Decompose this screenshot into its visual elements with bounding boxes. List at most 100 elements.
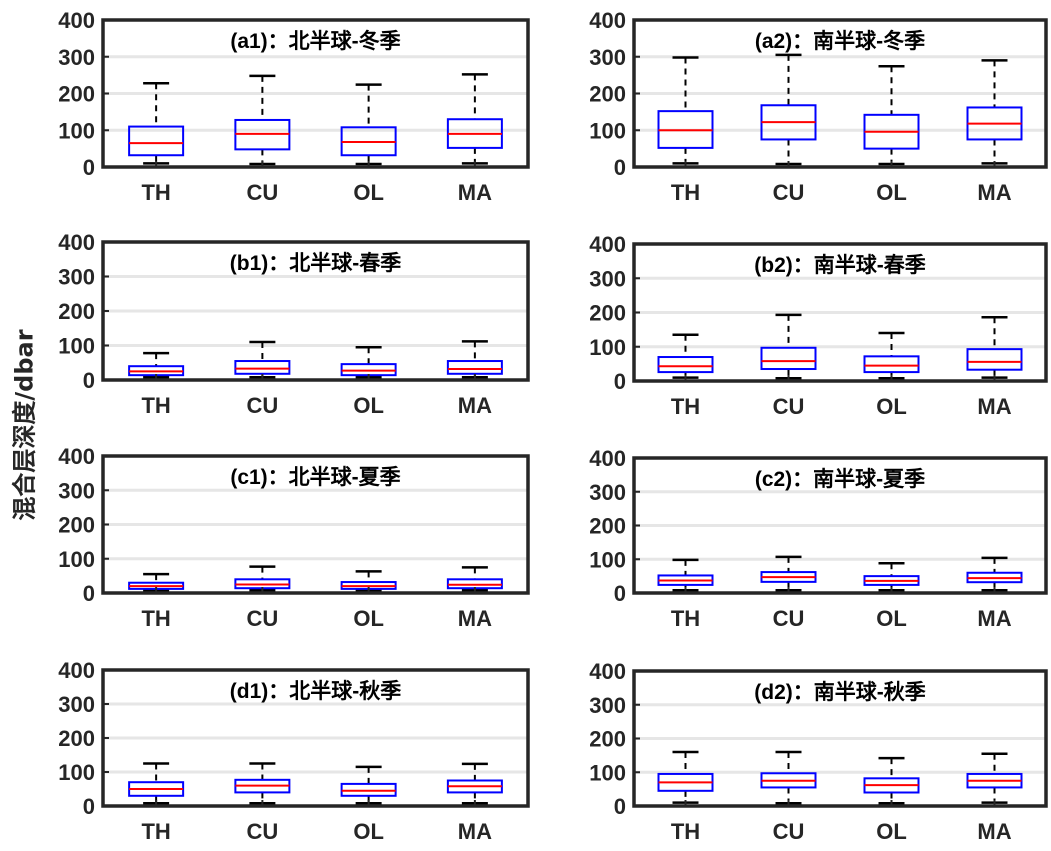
y-tick-label: 300 — [58, 265, 95, 290]
y-tick-label: 400 — [589, 446, 626, 471]
panel-title: (d1)：北半球-秋季 — [230, 679, 402, 703]
box-ma — [446, 340, 503, 379]
y-tick-label: 400 — [58, 230, 95, 255]
box-iqr — [657, 356, 714, 374]
y-tick-label: 400 — [589, 659, 626, 684]
box-th — [657, 558, 714, 592]
panel-title: (c1)：北半球-夏季 — [230, 465, 400, 489]
x-tick-label: OL — [876, 819, 907, 844]
y-tick-label: 0 — [83, 368, 95, 393]
x-tick-label: OL — [353, 819, 384, 844]
x-tick-label: OL — [353, 606, 384, 631]
x-tick-label: CU — [246, 819, 278, 844]
y-tick-label: 300 — [58, 478, 95, 503]
box-cu — [234, 74, 291, 166]
y-tick-label: 200 — [589, 82, 626, 107]
y-tick-label: 300 — [589, 266, 626, 291]
y-tick-label: 100 — [589, 547, 626, 572]
box-ol — [863, 331, 920, 380]
y-tick-label: 200 — [58, 513, 95, 538]
x-tick-label: MA — [977, 819, 1011, 844]
x-tick-label: TH — [141, 819, 170, 844]
box-ol — [863, 756, 920, 805]
box-cu — [760, 750, 817, 805]
panel-title: (b1)：北半球-春季 — [230, 251, 402, 275]
x-tick-label: OL — [353, 180, 384, 205]
box-ma — [446, 566, 503, 592]
panel-title: (b2)：南半球-春季 — [754, 253, 926, 277]
box-th — [657, 56, 714, 165]
x-tick-label: CU — [246, 606, 278, 631]
box-ol — [863, 562, 920, 592]
y-tick-label: 200 — [589, 727, 626, 752]
y-axis-label-container: 混合层深度/dbar — [2, 0, 42, 851]
box-iqr — [863, 355, 920, 374]
box-iqr — [446, 360, 503, 375]
x-tick-label: OL — [876, 394, 907, 419]
y-tick-label: 400 — [589, 8, 626, 33]
y-tick-label: 100 — [589, 760, 626, 785]
box-cu — [234, 565, 291, 592]
x-tick-label: TH — [141, 606, 170, 631]
panel-7: 0 100 200 300 400 TH CU OL MA (d1)：北半球-秋季 — [58, 658, 530, 844]
y-tick-label: 400 — [58, 444, 95, 469]
box-cu — [234, 762, 291, 805]
panel-title: (a2)：南半球-冬季 — [755, 29, 925, 53]
y-tick-label: 100 — [58, 760, 95, 785]
box-iqr — [760, 346, 817, 371]
y-tick-label: 0 — [614, 794, 626, 819]
y-tick-label: 200 — [589, 301, 626, 326]
x-tick-label: MA — [977, 394, 1011, 419]
box-ma — [966, 556, 1023, 592]
x-tick-label: TH — [671, 819, 700, 844]
y-tick-label: 100 — [58, 547, 95, 572]
y-tick-label: 100 — [589, 118, 626, 143]
x-tick-label: CU — [773, 819, 805, 844]
y-tick-label: 200 — [58, 299, 95, 324]
y-tick-label: 300 — [58, 45, 95, 70]
y-tick-label: 100 — [58, 118, 95, 143]
box-th — [657, 750, 714, 804]
y-tick-label: 200 — [58, 726, 95, 751]
x-tick-label: OL — [353, 393, 384, 418]
panel-4: 0 100 200 300 400 TH CU OL MA (b2)：南半球-春季 — [589, 232, 1048, 419]
box-ma — [966, 316, 1023, 379]
y-tick-label: 400 — [589, 232, 626, 257]
panel-6: 0 100 200 300 400 TH CU OL MA (c2)：南半球-夏季 — [589, 446, 1048, 631]
x-tick-label: TH — [141, 180, 170, 205]
x-tick-label: CU — [773, 394, 805, 419]
panel-3: 0 100 200 300 400 TH CU OL MA (b1)：北半球-春季 — [58, 230, 530, 418]
panel-title: (c2)：南半球-夏季 — [755, 467, 925, 491]
box-cu — [234, 340, 291, 379]
x-tick-label: TH — [671, 606, 700, 631]
y-tick-label: 200 — [58, 82, 95, 107]
y-tick-label: 300 — [58, 692, 95, 717]
box-ol — [340, 345, 397, 379]
x-tick-label: CU — [773, 606, 805, 631]
y-tick-label: 400 — [58, 658, 95, 683]
box-th — [128, 81, 185, 165]
box-iqr — [446, 578, 503, 590]
y-tick-label: 300 — [589, 480, 626, 505]
x-tick-label: CU — [773, 180, 805, 205]
x-tick-label: MA — [458, 393, 492, 418]
x-tick-label: TH — [671, 394, 700, 419]
box-cu — [760, 313, 817, 380]
x-tick-label: OL — [876, 606, 907, 631]
box-ma — [966, 59, 1023, 165]
box-cu — [760, 555, 817, 592]
box-iqr — [234, 360, 291, 375]
y-tick-label: 100 — [589, 335, 626, 360]
box-ma — [446, 73, 503, 165]
x-tick-label: TH — [671, 180, 700, 205]
box-ma — [446, 762, 503, 805]
panel-title: (d2)：南半球-秋季 — [754, 680, 926, 704]
x-tick-label: TH — [141, 393, 170, 418]
box-iqr — [340, 363, 397, 377]
y-tick-label: 0 — [614, 369, 626, 394]
y-tick-label: 0 — [614, 581, 626, 606]
y-tick-label: 200 — [589, 514, 626, 539]
panel-2: 0 100 200 300 400 TH CU OL MA (a2)：南半球-冬季 — [589, 8, 1048, 205]
x-tick-label: CU — [246, 393, 278, 418]
